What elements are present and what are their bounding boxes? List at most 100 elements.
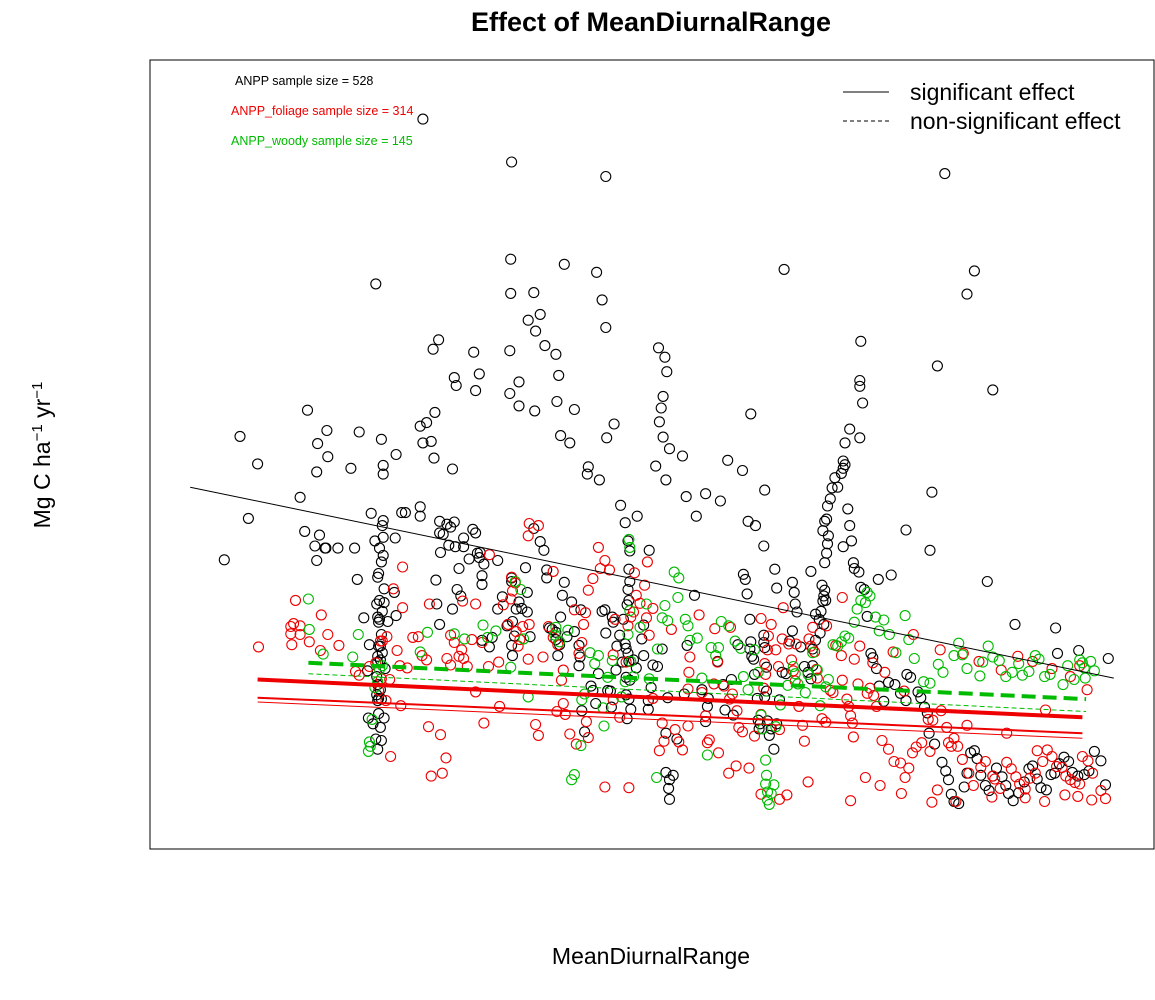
point-anpp — [600, 170, 612, 183]
point-anpp-woody — [662, 615, 674, 627]
point-anpp-foliage — [916, 737, 928, 749]
point-anpp — [600, 627, 612, 639]
point-anpp-foliage — [845, 795, 857, 807]
point-anpp-foliage — [989, 773, 1001, 785]
point-anpp — [309, 540, 321, 552]
point-anpp — [660, 766, 672, 778]
point-anpp — [591, 266, 603, 278]
point-anpp — [375, 556, 387, 568]
point-anpp-woody — [624, 541, 636, 553]
point-anpp-foliage — [772, 660, 785, 673]
point-anpp-foliage — [517, 620, 529, 633]
point-anpp — [821, 513, 833, 525]
point-anpp-foliage — [895, 787, 907, 800]
point-anpp — [981, 575, 993, 588]
point-anpp-foliage — [607, 649, 619, 661]
point-anpp — [434, 515, 446, 527]
point-anpp-foliage — [835, 650, 847, 662]
point-anpp-foliage — [676, 744, 689, 756]
point-anpp — [739, 573, 751, 585]
point-anpp-woody — [622, 628, 634, 641]
point-anpp — [534, 308, 546, 320]
point-anpp-foliage — [286, 639, 298, 651]
point-anpp — [614, 629, 626, 641]
point-anpp-foliage — [578, 618, 590, 630]
point-anpp — [242, 512, 254, 524]
point-anpp — [975, 769, 987, 781]
point-anpp — [821, 500, 834, 512]
point-anpp — [900, 524, 912, 536]
point-anpp — [538, 544, 550, 556]
point-anpp — [844, 423, 856, 435]
point-anpp-foliage — [682, 720, 694, 732]
point-anpp-foliage — [836, 591, 848, 604]
point-anpp-foliage — [1064, 671, 1076, 683]
point-anpp-foliage — [894, 757, 907, 769]
point-anpp — [555, 430, 567, 442]
point-anpp-foliage — [1029, 767, 1041, 779]
point-anpp-foliage — [1069, 777, 1081, 789]
point-anpp-woody — [768, 779, 780, 791]
point-anpp-woody — [364, 740, 376, 752]
point-anpp — [601, 432, 613, 444]
point-anpp — [492, 603, 504, 615]
point-anpp — [667, 769, 679, 781]
point-anpp — [758, 629, 770, 641]
point-anpp — [732, 639, 744, 651]
point-anpp-woody — [748, 644, 761, 656]
point-anpp — [817, 595, 829, 607]
point-anpp-woody — [953, 637, 965, 649]
point-anpp-foliage — [639, 579, 651, 591]
point-anpp — [446, 603, 459, 615]
point-anpp — [622, 647, 634, 659]
point-anpp — [748, 653, 760, 665]
point-anpp — [624, 545, 636, 557]
point-anpp-foliage — [758, 682, 770, 694]
point-anpp — [647, 659, 659, 671]
y-axis-label-base: Mg C ha — [29, 441, 55, 528]
point-anpp — [592, 668, 604, 680]
point-anpp-woody — [598, 720, 610, 732]
point-anpp — [483, 641, 495, 653]
point-anpp — [676, 450, 689, 462]
point-anpp-woody — [568, 769, 580, 781]
point-anpp — [429, 406, 441, 418]
point-anpp — [921, 707, 933, 719]
point-anpp — [608, 418, 620, 430]
point-anpp-woody — [869, 611, 882, 623]
point-anpp — [1027, 760, 1039, 772]
point-anpp — [885, 569, 897, 581]
sample-size-annotations: ANPP sample size = 528 ANPP_foliage samp… — [231, 74, 413, 148]
point-anpp-foliage — [502, 618, 514, 630]
point-anpp — [363, 639, 375, 651]
point-anpp-woody — [640, 598, 653, 610]
point-anpp-woody — [861, 586, 873, 598]
point-anpp — [1063, 755, 1075, 768]
point-anpp — [987, 384, 999, 396]
point-anpp-woody — [448, 628, 460, 640]
point-anpp-foliage — [994, 782, 1006, 794]
point-anpp — [788, 586, 800, 598]
point-anpp-foliage — [1041, 744, 1053, 756]
point-anpp-foliage — [730, 760, 742, 772]
point-anpp-foliage — [568, 604, 580, 616]
point-anpp-foliage — [285, 620, 297, 633]
point-anpp — [417, 113, 429, 125]
point-anpp-woody — [691, 632, 703, 644]
point-anpp — [573, 660, 585, 672]
point-anpp-foliage — [762, 630, 774, 642]
point-anpp-foliage — [1081, 684, 1093, 696]
point-anpp-foliage — [559, 708, 571, 720]
point-anpp — [1088, 745, 1100, 757]
point-anpp — [638, 650, 650, 662]
point-anpp — [470, 385, 482, 397]
point-anpp-foliage — [434, 729, 447, 741]
point-anpp-foliage — [945, 740, 957, 752]
point-anpp — [717, 679, 729, 691]
point-anpp — [643, 544, 655, 556]
point-anpp-woody — [760, 769, 773, 781]
point-anpp-woody — [490, 625, 502, 637]
legend-label-non-significant: non-significant effect — [910, 108, 1121, 134]
point-anpp-woody — [347, 651, 359, 663]
point-anpp — [320, 542, 332, 554]
